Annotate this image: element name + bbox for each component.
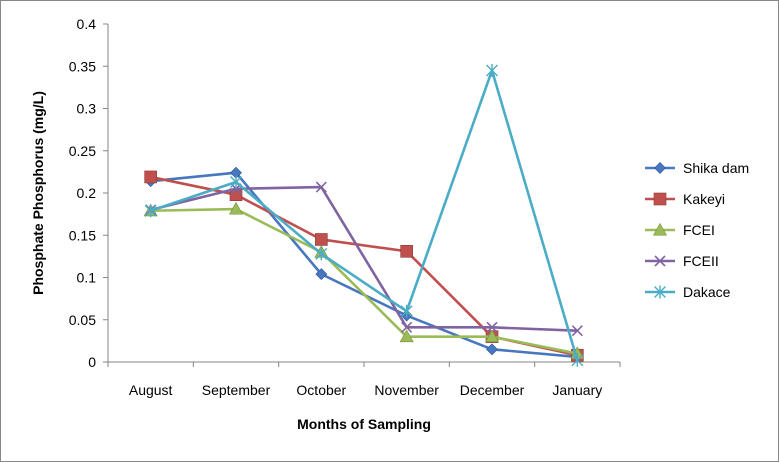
data-point-dakace bbox=[400, 304, 413, 318]
legend-marker bbox=[652, 222, 668, 236]
series-fcei bbox=[143, 201, 585, 360]
x-tick-label: August bbox=[129, 382, 173, 398]
x-tick-label: December bbox=[460, 382, 525, 398]
legend-label: Kakeyi bbox=[683, 191, 725, 207]
legend-marker bbox=[654, 255, 666, 267]
legend-item-fceii: FCEII bbox=[645, 253, 719, 269]
legend-label: Dakace bbox=[683, 284, 731, 300]
legend: Shika dam Kakeyi FCEI FCEII Dakace bbox=[645, 160, 749, 300]
y-tick-label: 0.1 bbox=[77, 270, 97, 286]
data-point-dakace bbox=[230, 175, 242, 189]
series-layer bbox=[143, 63, 585, 367]
data-point-dakace bbox=[315, 247, 328, 261]
data-point-fceii bbox=[315, 181, 327, 193]
series-dakace bbox=[144, 63, 584, 367]
legend-item-shika-dam: Shika dam bbox=[645, 160, 749, 176]
x-tick-label: October bbox=[296, 382, 346, 398]
y-tick-label: 0.05 bbox=[69, 312, 96, 328]
data-point-shika-dam bbox=[486, 343, 498, 356]
data-point-kakeyi bbox=[315, 233, 328, 246]
y-tick-label: 0 bbox=[88, 354, 96, 370]
y-tick-label: 0.4 bbox=[77, 16, 97, 32]
data-point-dakace bbox=[144, 204, 157, 218]
series-line-fceii bbox=[150, 185, 578, 333]
y-axis-title: Phosphate Phosphorus (mg/L) bbox=[30, 91, 46, 295]
data-point-dakace bbox=[571, 353, 584, 367]
data-point-fceii bbox=[401, 321, 413, 333]
data-point-shika-dam bbox=[315, 268, 328, 281]
data-point-fceii bbox=[571, 325, 583, 337]
y-tick-label: 0.25 bbox=[69, 143, 96, 159]
series-line-fcei bbox=[150, 207, 578, 355]
legend-marker bbox=[654, 162, 666, 174]
legend-item-kakeyi: Kakeyi bbox=[645, 191, 725, 207]
y-tick-label: 0.3 bbox=[77, 101, 97, 117]
x-tick-label: September bbox=[202, 382, 271, 398]
y-tick-label: 0.15 bbox=[69, 227, 96, 243]
legend-item-fcei: FCEI bbox=[645, 222, 715, 238]
y-tick-label: 0.35 bbox=[69, 58, 96, 74]
data-point-fcei bbox=[399, 329, 414, 343]
series-fceii bbox=[145, 181, 583, 337]
x-tick-label: January bbox=[552, 382, 602, 398]
data-point-kakeyi bbox=[400, 245, 413, 258]
legend-marker bbox=[654, 285, 666, 299]
axes bbox=[103, 23, 621, 367]
x-axis-title: Months of Sampling bbox=[297, 416, 431, 432]
series-line-dakace bbox=[150, 69, 579, 361]
legend-label: Shika dam bbox=[683, 160, 749, 176]
data-point-fceii bbox=[486, 321, 498, 333]
y-tick-labels: 0 0.05 0.1 0.15 0.2 0.25 0.3 0.35 0.4 bbox=[69, 16, 96, 370]
data-point-fcei bbox=[484, 329, 500, 343]
x-tick-label: November bbox=[374, 382, 439, 398]
x-tick-labels: August September October November December Ja… bbox=[129, 382, 602, 398]
legend-item-dakace: Dakace bbox=[645, 284, 731, 300]
data-point-kakeyi bbox=[144, 170, 157, 184]
data-point-fcei bbox=[228, 201, 244, 215]
series-shika-dam bbox=[144, 166, 584, 363]
y-tick-label: 0.2 bbox=[77, 185, 97, 201]
legend-label: FCEII bbox=[683, 253, 719, 269]
legend-marker bbox=[653, 192, 667, 206]
series-kakeyi bbox=[144, 170, 584, 362]
data-point-dakace bbox=[486, 63, 498, 77]
legend-label: FCEI bbox=[683, 222, 715, 238]
